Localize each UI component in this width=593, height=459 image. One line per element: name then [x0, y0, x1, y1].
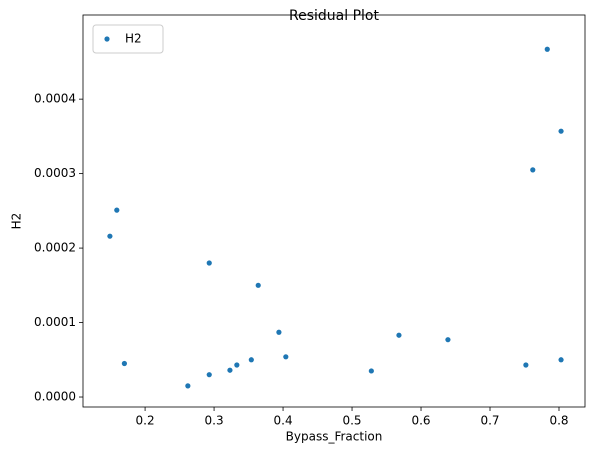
y-tick-label: 0.0002 — [34, 241, 76, 255]
y-tick-label: 0.0001 — [34, 315, 76, 329]
point — [283, 354, 289, 360]
point — [121, 360, 127, 367]
point — [185, 383, 191, 389]
point — [558, 357, 564, 363]
x-axis-label: Bypass_Fraction — [286, 430, 383, 444]
point — [530, 167, 536, 173]
point — [255, 282, 261, 288]
point — [114, 207, 120, 213]
x-tick-label: 0.2 — [136, 414, 155, 428]
chart-title: Residual Plot — [289, 8, 379, 24]
point — [445, 337, 451, 343]
y-axis-label: H2 — [10, 213, 24, 230]
x-tick-label: 0.4 — [274, 414, 293, 428]
point — [248, 357, 254, 363]
point — [206, 372, 212, 378]
x-tick-label: 0.6 — [411, 414, 430, 428]
legend-marker — [104, 36, 110, 42]
point — [227, 367, 233, 373]
x-tick-label: 0.8 — [549, 414, 568, 428]
point — [396, 332, 402, 338]
point — [368, 368, 374, 374]
point — [276, 329, 282, 335]
x-tick-label: 0.7 — [480, 414, 499, 428]
legend-box — [92, 24, 164, 54]
point — [558, 128, 564, 134]
point — [107, 233, 113, 239]
point — [523, 362, 529, 368]
x-tick-label: 0.5 — [342, 414, 361, 428]
y-tick-label: 0.0004 — [34, 92, 76, 106]
y-tick-label: 0.0000 — [34, 390, 76, 404]
y-tick-label: 0.0003 — [34, 166, 76, 180]
point — [234, 362, 240, 368]
point — [206, 260, 212, 266]
plot-frame — [82, 14, 586, 408]
x-tick-label: 0.3 — [205, 414, 224, 428]
point — [544, 46, 550, 52]
legend-label: H2 — [125, 32, 142, 46]
